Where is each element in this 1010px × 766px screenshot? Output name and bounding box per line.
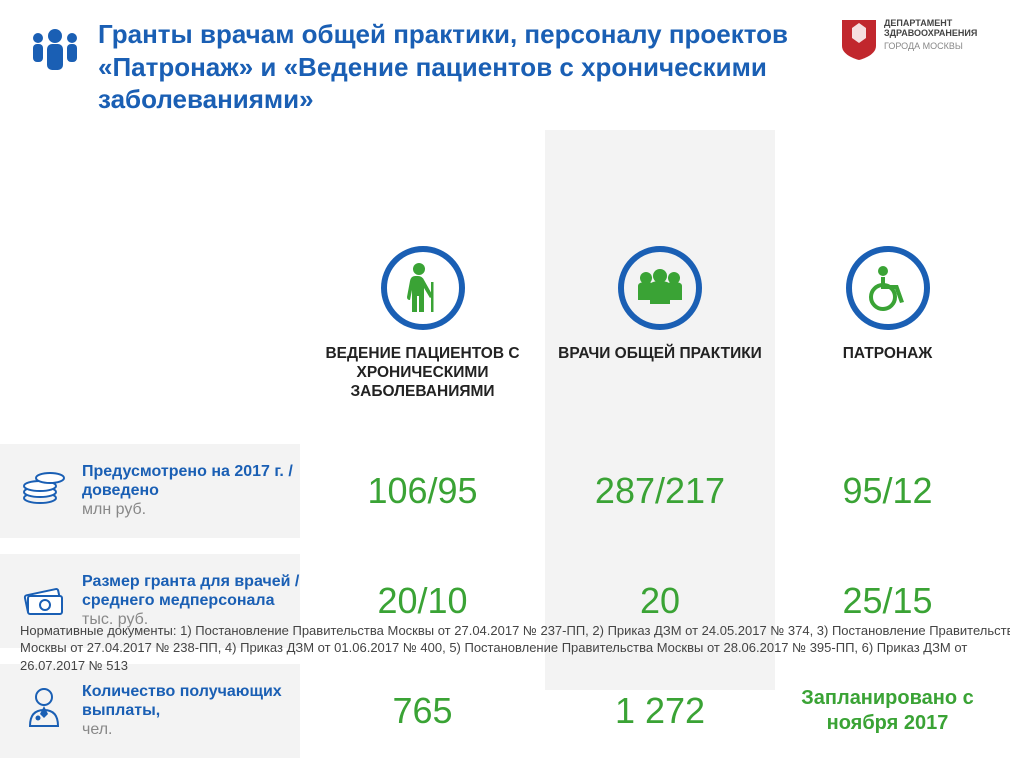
page-title: Гранты врачам общей практики, персоналу …: [90, 18, 840, 116]
wheelchair-icon: [846, 246, 930, 330]
val-r1c1: 106/95: [300, 470, 545, 512]
page-number: 7: [0, 674, 988, 708]
elderly-icon: [381, 246, 465, 330]
col-header-3: ПАТРОНАЖ: [775, 344, 1000, 363]
row-label-1: Предусмотрено на 2017 г. / доведено млн …: [0, 444, 300, 538]
dept-logo: ДЕПАРТАМЕНТ ЗДРАВООХРАНЕНИЯ ГОРОДА МОСКВ…: [840, 18, 990, 62]
val-r1c3: 95/12: [775, 470, 1000, 512]
row1-label: Предусмотрено на 2017 г. / доведено: [82, 463, 293, 499]
row3-unit: чел.: [82, 720, 300, 739]
doctors-icon: [618, 246, 702, 330]
money-icon: [20, 574, 68, 627]
logo-line1: ДЕПАРТАМЕНТ: [884, 18, 977, 28]
col-header-1: ВЕДЕНИЕ ПАЦИЕНТОВ С ХРОНИЧЕСКИМИ ЗАБОЛЕВ…: [300, 344, 545, 402]
col-header-2: ВРАЧИ ОБЩЕЙ ПРАКТИКИ: [545, 344, 775, 363]
footer-docs: Нормативные документы: 1) Постановление …: [20, 622, 1010, 675]
val-r2c2: 20: [545, 580, 775, 622]
logo-line2: ЗДРАВООХРАНЕНИЯ: [884, 28, 977, 38]
people-icon: [20, 26, 90, 81]
val-r2c3: 25/15: [775, 580, 1000, 622]
row2-label: Размер гранта для врачей / среднего медп…: [82, 573, 299, 609]
row1-unit: млн руб.: [82, 500, 300, 519]
coins-icon: [20, 464, 68, 517]
val-r2c1: 20/10: [300, 580, 545, 622]
logo-line3: ГОРОДА МОСКВЫ: [884, 41, 977, 51]
val-r1c2: 287/217: [545, 470, 775, 512]
